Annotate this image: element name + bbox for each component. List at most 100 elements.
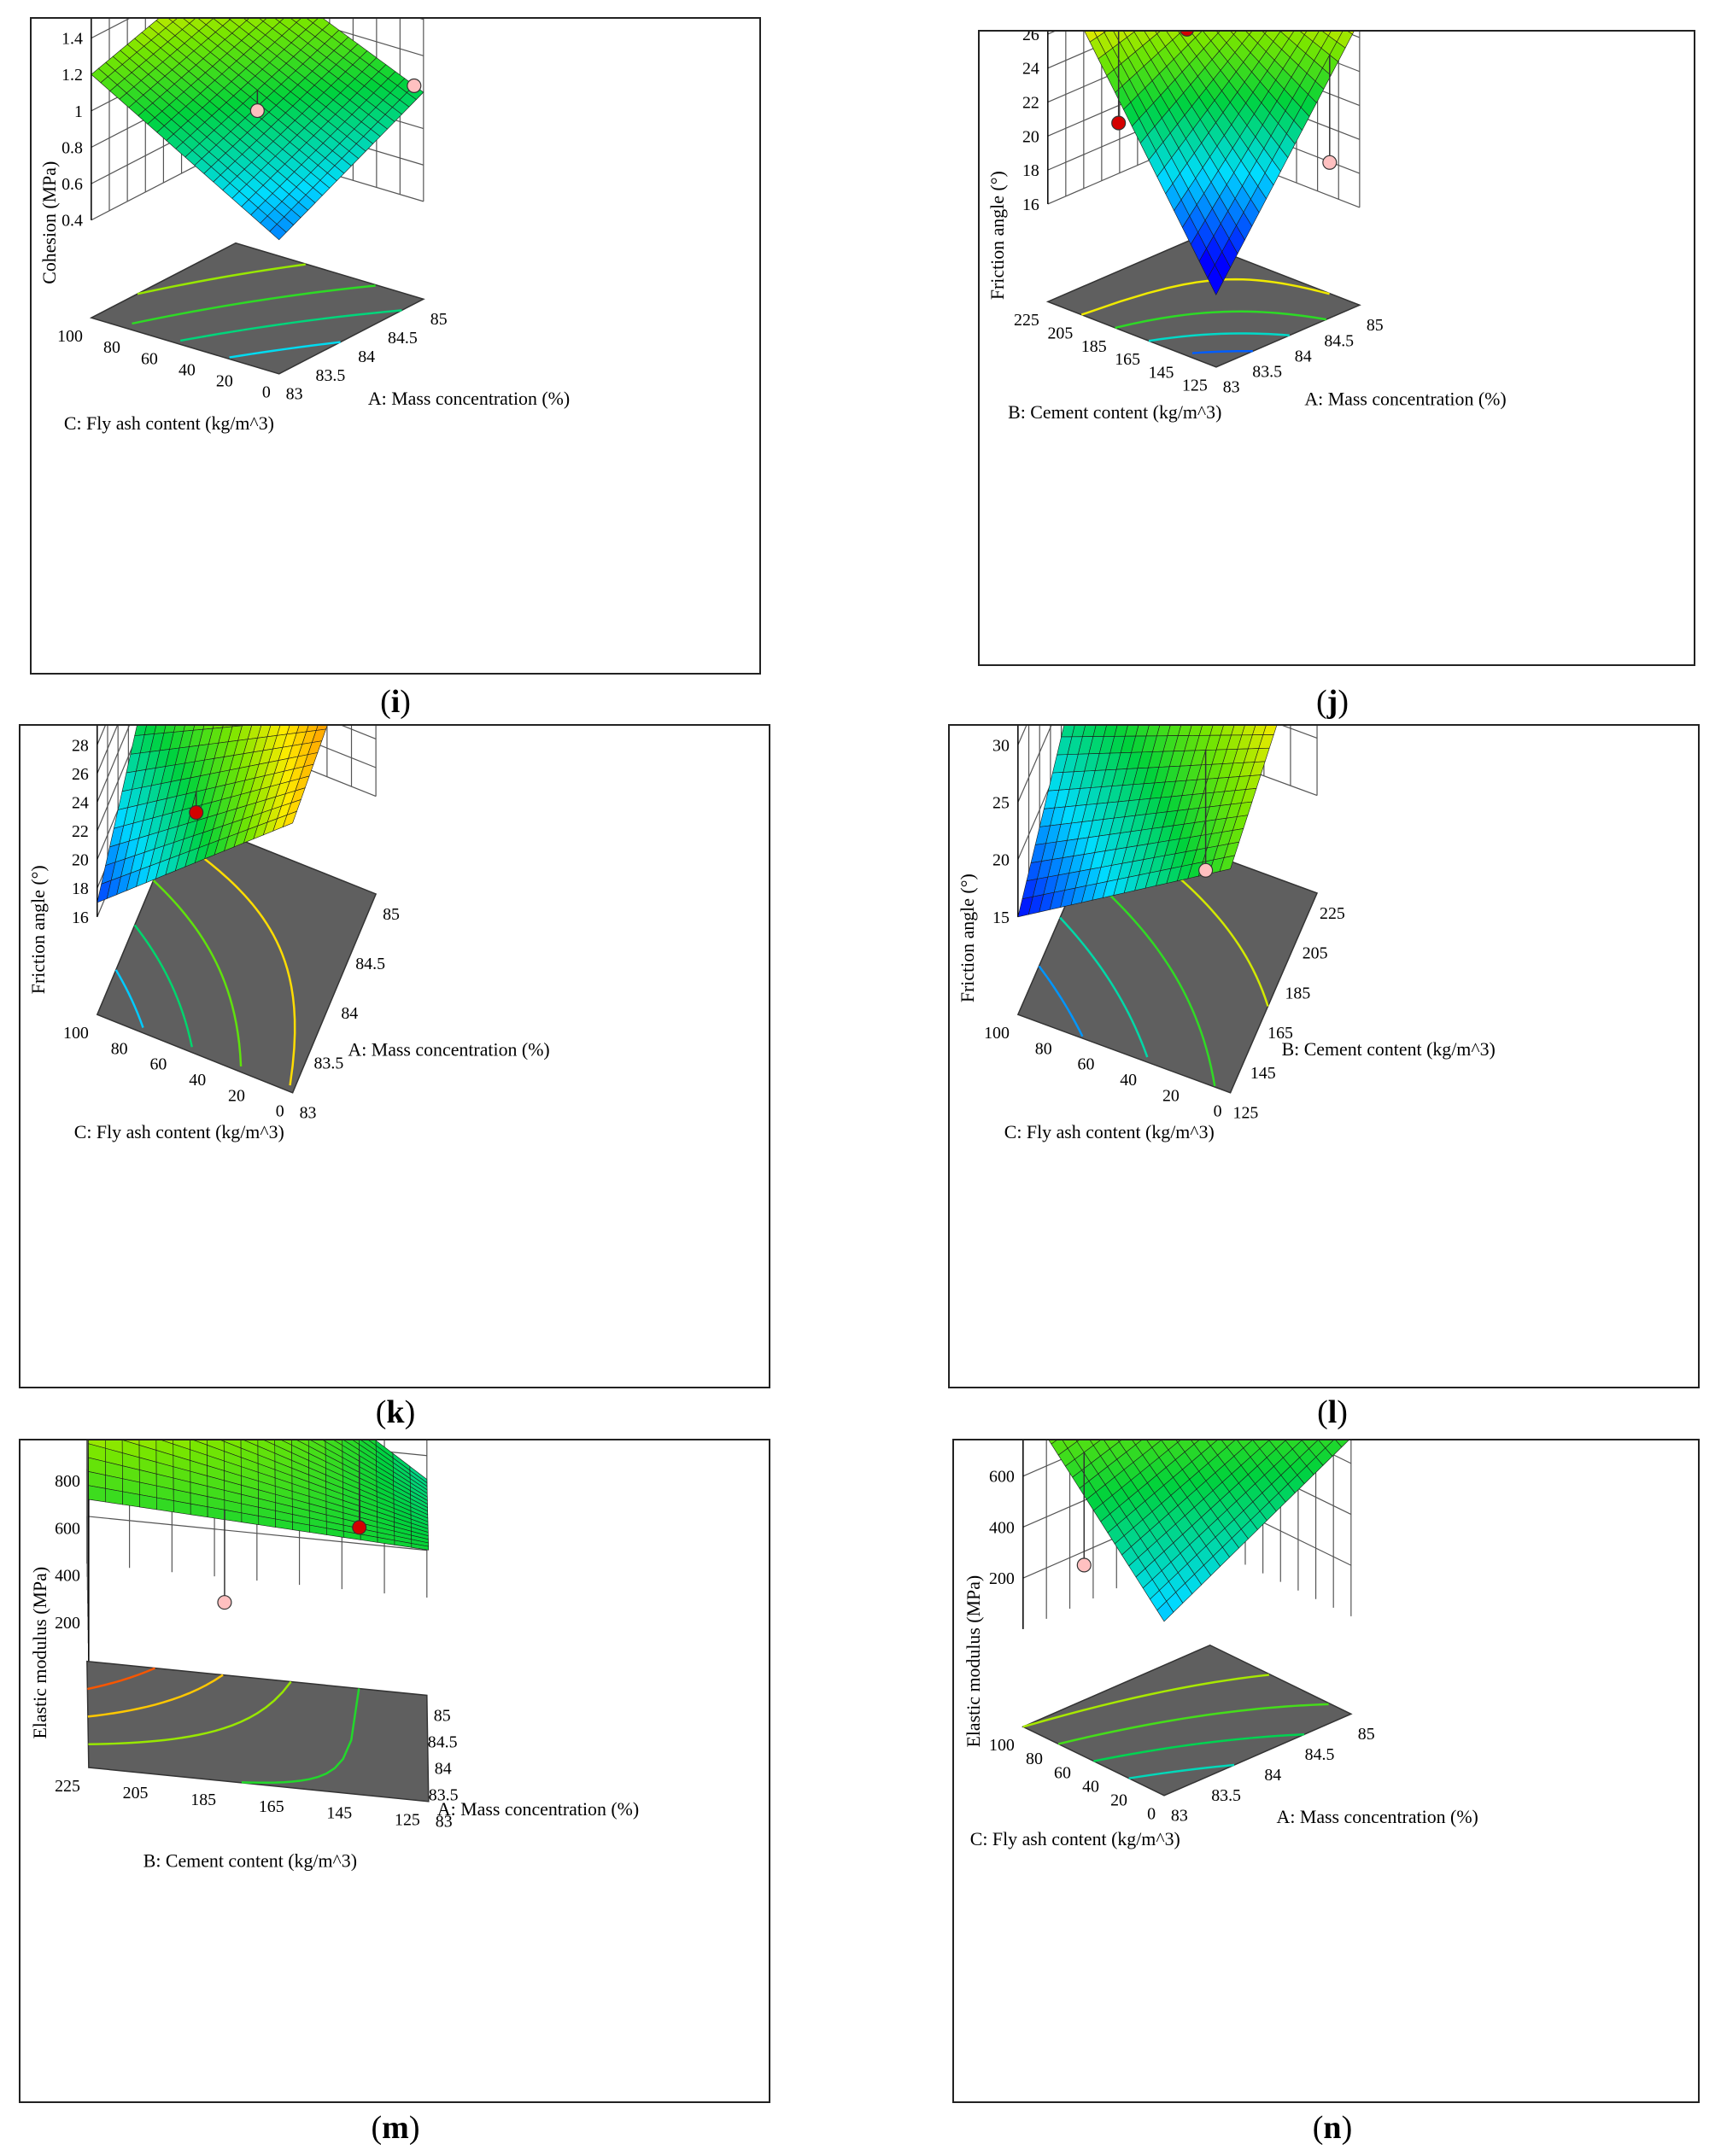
floor-contour-line <box>137 263 306 295</box>
floor-contour-line <box>1128 1763 1235 1779</box>
x-tick-label: 165 <box>1267 1024 1293 1043</box>
wall-gridline <box>1022 1440 1107 1477</box>
x-tick-label: 85 <box>1358 1725 1375 1744</box>
design-point <box>1111 115 1127 131</box>
x-tick-label: 85 <box>383 905 400 924</box>
y-tick-label: 165 <box>259 1797 284 1816</box>
floor-contour-line <box>87 1667 155 1691</box>
y-tick-label: 165 <box>1115 350 1140 369</box>
y-tick-label: 100 <box>63 1024 89 1043</box>
x-tick-label: 85 <box>434 1706 451 1725</box>
surface-cell <box>1132 1440 1142 1446</box>
surface-plot-k: 161820222426283032Friction angle (°)8383… <box>28 726 550 1142</box>
y-axis-title: C: Fly ash content (kg/m^3) <box>970 1829 1180 1849</box>
response-surface <box>1084 32 1355 295</box>
z-axis-title: Friction angle (°) <box>987 171 1008 300</box>
chart-panel-l: 1520253035Friction angle (°)125145165185… <box>948 724 1700 1388</box>
z-axis-title: Friction angle (°) <box>957 874 978 1002</box>
surface-cell <box>1300 32 1307 36</box>
x-tick-label: 83.5 <box>316 366 346 385</box>
z-tick-label: 0.4 <box>61 212 83 231</box>
y-tick-label: 145 <box>1149 363 1174 382</box>
floor-contour-line <box>1038 965 1084 1037</box>
x-axis-title: A: Mass concentration (%) <box>1277 1807 1478 1827</box>
y-tick-label: 125 <box>395 1811 420 1830</box>
surface-plot-l: 1520253035Friction angle (°)125145165185… <box>957 726 1496 1142</box>
z-tick-label: 18 <box>1022 161 1039 180</box>
z-tick-label: 200 <box>989 1569 1015 1588</box>
floor-plane <box>89 242 425 375</box>
floor-contour-line <box>1080 278 1330 316</box>
wall-gridline <box>86 1516 427 1551</box>
floor-contour-line <box>114 969 144 1028</box>
floor-contour-line <box>1148 332 1290 342</box>
z-tick-label: 1 <box>74 102 83 121</box>
chart-panel-k: 161820222426283032Friction angle (°)8383… <box>19 724 770 1388</box>
y-axis-title: C: Fly ash content (kg/m^3) <box>1004 1122 1215 1142</box>
y-tick-label: 185 <box>1081 337 1107 356</box>
y-axis-title: C: Fly ash content (kg/m^3) <box>64 413 274 434</box>
z-axis-title: Elastic modulus (MPa) <box>30 1567 50 1739</box>
y-tick-label: 205 <box>123 1784 149 1803</box>
x-tick-label: 84.5 <box>1324 331 1354 350</box>
y-tick-label: 60 <box>1078 1055 1095 1074</box>
y-tick-label: 40 <box>1082 1777 1099 1796</box>
floor-contour-line <box>133 924 193 1048</box>
x-tick-label: 84.5 <box>1305 1745 1335 1764</box>
x-tick-label: 83 <box>286 385 303 404</box>
x-tick-label: 83.5 <box>1252 363 1282 382</box>
z-tick-label: 15 <box>992 909 1010 927</box>
surface-cell <box>275 19 284 23</box>
surface-cell <box>168 19 178 23</box>
floor-contour-line <box>241 1688 360 1785</box>
wall-gridline <box>341 726 377 739</box>
y-tick-label: 80 <box>111 1039 128 1058</box>
floor-contour-line <box>87 1674 224 1718</box>
y-tick-label: 145 <box>326 1804 352 1823</box>
z-tick-label: 0.6 <box>61 175 83 194</box>
x-tick-label: 83.5 <box>429 1786 459 1805</box>
y-tick-label: 185 <box>190 1791 216 1809</box>
design-point <box>217 1595 232 1610</box>
z-axis-title: Cohesion (MPa) <box>39 161 60 284</box>
surface-cell <box>282 810 297 828</box>
z-tick-label: 24 <box>72 794 89 813</box>
floor-contour-line <box>1022 1674 1269 1728</box>
surface-cell <box>1048 1440 1057 1445</box>
x-tick-label: 84 <box>358 348 375 366</box>
x-tick-label: 84 <box>1264 1766 1281 1785</box>
surface-cell <box>290 19 301 23</box>
surface-plot-j: 161820222426283032Friction angle (°)8383… <box>987 32 1507 423</box>
wall-gridline <box>97 726 130 803</box>
z-tick-label: 1.2 <box>61 66 83 85</box>
x-axis-title: A: Mass concentration (%) <box>368 389 570 409</box>
caption-k: (k) <box>375 1394 416 1430</box>
caption-n: (n) <box>1312 2110 1353 2146</box>
y-tick-label: 20 <box>228 1086 245 1105</box>
y-axis-title: B: Cement content (kg/m^3) <box>1008 402 1221 423</box>
x-tick-label: 84.5 <box>355 955 385 973</box>
surface-cell <box>1262 726 1277 735</box>
z-tick-label: 16 <box>1022 196 1039 214</box>
z-tick-label: 26 <box>1022 32 1039 44</box>
surface-cell <box>269 224 287 241</box>
floor-contour-line <box>88 1680 292 1746</box>
y-tick-label: 100 <box>57 327 83 346</box>
caption-m: (m) <box>371 2110 420 2146</box>
x-tick-label: 83 <box>1223 378 1240 397</box>
z-tick-label: 1000 <box>46 1440 80 1443</box>
x-axis-title: B: Cement content (kg/m^3) <box>1282 1039 1496 1060</box>
wall-gridline <box>91 19 130 39</box>
z-tick-label: 600 <box>989 1468 1015 1487</box>
x-tick-label: 84.5 <box>388 329 418 348</box>
surface-cell <box>243 19 249 21</box>
y-tick-label: 40 <box>179 360 196 379</box>
z-tick-label: 24 <box>1022 60 1039 79</box>
y-tick-label: 0 <box>276 1102 284 1121</box>
x-tick-label: 145 <box>1250 1064 1276 1083</box>
y-tick-label: 60 <box>150 1055 167 1074</box>
x-tick-label: 85 <box>430 310 448 329</box>
x-axis-title: A: Mass concentration (%) <box>1304 389 1506 409</box>
x-axis-title: A: Mass concentration (%) <box>437 1799 639 1820</box>
x-tick-label: 185 <box>1285 984 1310 1002</box>
